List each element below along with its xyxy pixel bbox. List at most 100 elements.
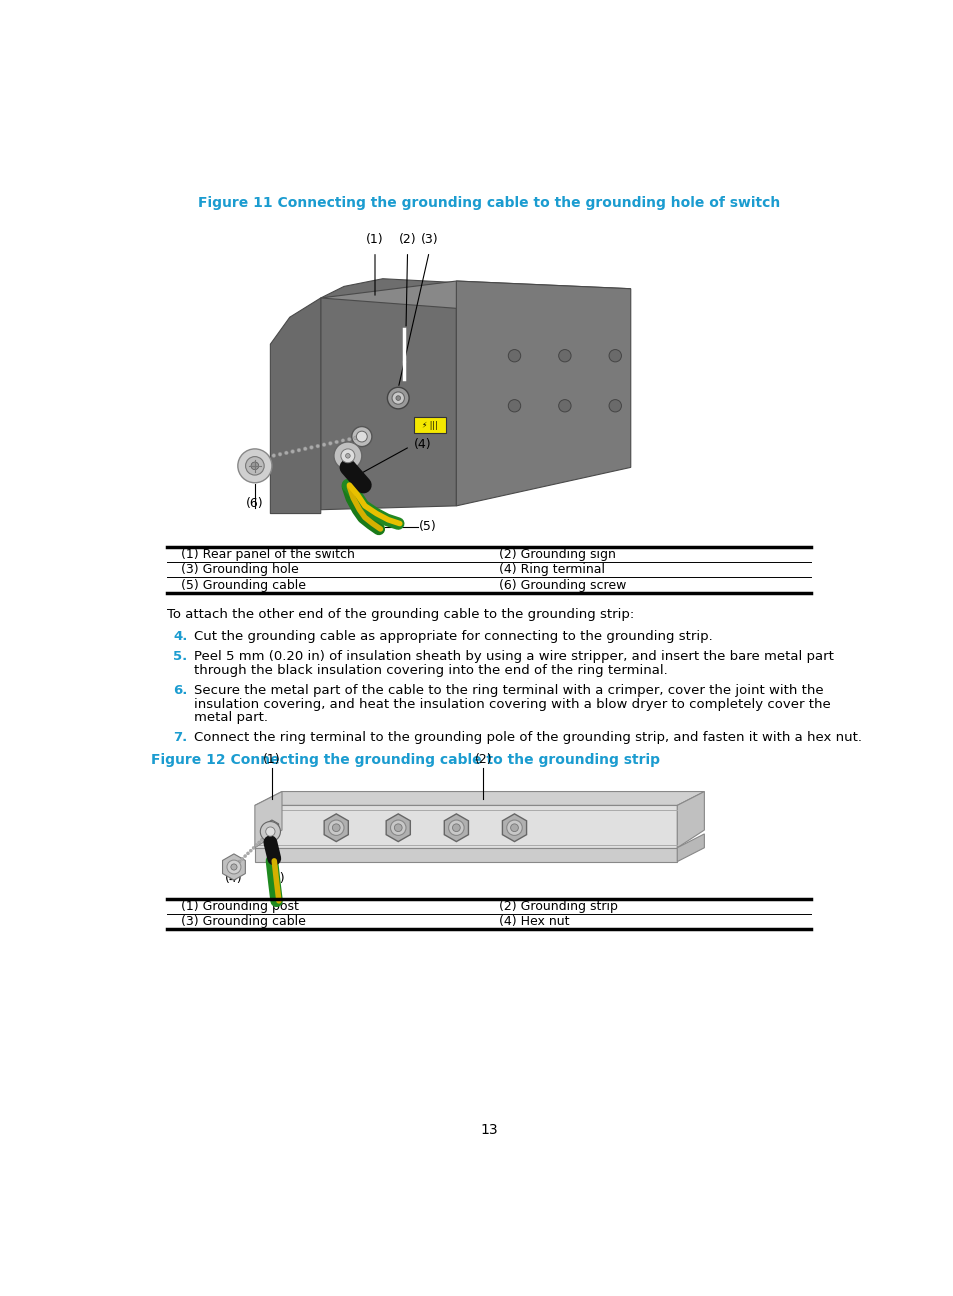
- Circle shape: [227, 861, 241, 874]
- Circle shape: [245, 456, 264, 476]
- Text: (4): (4): [414, 438, 431, 451]
- Circle shape: [260, 822, 280, 841]
- Text: insulation covering, and heat the insulation covering with a blow dryer to compl: insulation covering, and heat the insula…: [193, 697, 829, 710]
- Polygon shape: [502, 814, 526, 841]
- Circle shape: [252, 846, 254, 849]
- Circle shape: [332, 824, 340, 832]
- Text: 13: 13: [479, 1122, 497, 1137]
- Polygon shape: [254, 792, 282, 848]
- Text: 4.: 4.: [172, 630, 187, 643]
- Polygon shape: [386, 814, 410, 841]
- Circle shape: [266, 833, 269, 836]
- Circle shape: [395, 395, 400, 400]
- Circle shape: [257, 841, 260, 844]
- Polygon shape: [456, 281, 630, 505]
- Text: (2): (2): [398, 233, 416, 246]
- Circle shape: [243, 854, 247, 858]
- Polygon shape: [254, 792, 703, 805]
- Circle shape: [237, 448, 272, 483]
- Circle shape: [356, 432, 367, 442]
- Circle shape: [387, 388, 409, 408]
- Circle shape: [249, 849, 252, 853]
- Polygon shape: [320, 281, 630, 310]
- Text: Secure the metal part of the cable to the ring terminal with a crimper, cover th: Secure the metal part of the cable to th…: [193, 684, 822, 697]
- Circle shape: [266, 827, 274, 836]
- Circle shape: [347, 437, 351, 441]
- Polygon shape: [444, 814, 468, 841]
- Text: (4) Ring terminal: (4) Ring terminal: [498, 564, 604, 577]
- Text: (1) Rear panel of the switch: (1) Rear panel of the switch: [181, 548, 355, 561]
- Circle shape: [284, 451, 288, 455]
- Text: (5) Grounding cable: (5) Grounding cable: [181, 579, 306, 592]
- Circle shape: [260, 839, 263, 841]
- Text: 6.: 6.: [172, 684, 187, 697]
- Circle shape: [608, 399, 620, 412]
- Circle shape: [508, 350, 520, 362]
- Polygon shape: [677, 792, 703, 848]
- Circle shape: [309, 446, 314, 450]
- Polygon shape: [324, 814, 348, 841]
- Polygon shape: [254, 848, 677, 862]
- Text: Connect the ring terminal to the grounding pole of the grounding strip, and fast: Connect the ring terminal to the groundi…: [193, 731, 861, 744]
- Text: (2) Grounding strip: (2) Grounding strip: [498, 899, 618, 912]
- Polygon shape: [320, 279, 456, 509]
- Circle shape: [359, 434, 363, 438]
- Text: To attach the other end of the grounding cable to the grounding strip:: To attach the other end of the grounding…: [167, 608, 634, 621]
- Circle shape: [231, 864, 236, 870]
- Text: (1) Grounding post: (1) Grounding post: [181, 899, 299, 912]
- Circle shape: [303, 447, 307, 451]
- Polygon shape: [677, 833, 703, 862]
- Circle shape: [452, 824, 459, 832]
- Circle shape: [352, 426, 372, 447]
- Circle shape: [235, 863, 238, 866]
- Text: (2): (2): [475, 753, 492, 766]
- Circle shape: [233, 866, 235, 868]
- Polygon shape: [270, 298, 320, 513]
- Circle shape: [328, 442, 332, 446]
- Circle shape: [608, 350, 620, 362]
- Text: (3): (3): [268, 872, 285, 885]
- Text: (4) Hex nut: (4) Hex nut: [498, 915, 569, 928]
- Circle shape: [354, 435, 357, 439]
- Text: (5): (5): [418, 520, 436, 533]
- Circle shape: [508, 399, 520, 412]
- Circle shape: [558, 350, 571, 362]
- Circle shape: [278, 452, 282, 456]
- Circle shape: [246, 851, 250, 855]
- Circle shape: [253, 457, 256, 461]
- Text: (2) Grounding sign: (2) Grounding sign: [498, 548, 616, 561]
- Circle shape: [240, 857, 244, 861]
- Text: 7.: 7.: [173, 731, 187, 744]
- Circle shape: [392, 391, 404, 404]
- Circle shape: [390, 820, 406, 836]
- Circle shape: [254, 844, 257, 846]
- Circle shape: [334, 442, 361, 469]
- Circle shape: [394, 824, 402, 832]
- Text: (3) Grounding hole: (3) Grounding hole: [181, 564, 298, 577]
- Bar: [414, 417, 446, 433]
- Text: ⚡ |||: ⚡ |||: [422, 420, 437, 429]
- Polygon shape: [222, 854, 245, 880]
- Circle shape: [315, 445, 319, 448]
- Text: (4): (4): [225, 872, 242, 885]
- Circle shape: [506, 820, 521, 836]
- Circle shape: [259, 456, 263, 460]
- Text: metal part.: metal part.: [193, 712, 268, 724]
- Text: Figure 11 Connecting the grounding cable to the grounding hole of switch: Figure 11 Connecting the grounding cable…: [197, 196, 780, 210]
- Circle shape: [291, 450, 294, 454]
- Circle shape: [296, 448, 300, 452]
- Text: (1): (1): [263, 753, 280, 766]
- Text: 5.: 5.: [173, 649, 187, 662]
- Circle shape: [237, 861, 241, 863]
- Circle shape: [328, 820, 344, 836]
- Text: Cut the grounding cable as appropriate for connecting to the grounding strip.: Cut the grounding cable as appropriate f…: [193, 630, 712, 643]
- Circle shape: [272, 454, 275, 457]
- Circle shape: [558, 399, 571, 412]
- Circle shape: [340, 439, 345, 442]
- Circle shape: [269, 829, 272, 833]
- Circle shape: [510, 824, 517, 832]
- Polygon shape: [265, 820, 278, 836]
- Circle shape: [265, 455, 269, 459]
- Text: (6): (6): [246, 498, 263, 511]
- Text: (1): (1): [366, 233, 383, 246]
